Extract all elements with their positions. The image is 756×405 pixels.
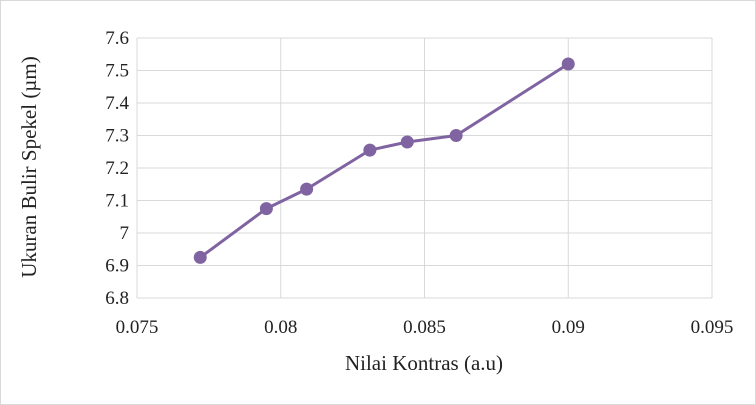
y-tick-label: 7 bbox=[120, 223, 130, 244]
data-point bbox=[363, 143, 377, 157]
data-point bbox=[561, 57, 575, 71]
data-point bbox=[193, 250, 207, 264]
gridlines bbox=[136, 37, 713, 299]
data-point bbox=[300, 182, 314, 196]
x-tick-label: 0.075 bbox=[116, 317, 159, 338]
series-line bbox=[199, 62, 570, 259]
x-tick-label: 0.085 bbox=[403, 317, 446, 338]
y-tick-label: 6.8 bbox=[105, 288, 129, 309]
x-tick-label: 0.09 bbox=[552, 317, 585, 338]
data-point bbox=[449, 129, 463, 142]
x-tick-label: 0.095 bbox=[691, 317, 734, 338]
data-series bbox=[193, 57, 575, 264]
data-point bbox=[400, 135, 414, 149]
x-tick-labels: 0.075 0.08 0.085 0.09 0.095 bbox=[116, 317, 734, 338]
y-tick-labels: 6.8 6.9 7 7.1 7.2 7.3 7.4 7.5 7.6 bbox=[105, 28, 129, 309]
y-tick-label: 7.3 bbox=[105, 126, 129, 147]
y-tick-label: 7.1 bbox=[105, 191, 129, 212]
x-axis-title: Nilai Kontras (a.u) bbox=[345, 351, 503, 375]
x-tick-label: 0.08 bbox=[264, 317, 297, 338]
y-axis-title: Ukuran Bulir Spekel (µm) bbox=[17, 56, 41, 277]
y-tick-label: 6.9 bbox=[105, 256, 129, 277]
y-tick-label: 7.4 bbox=[105, 93, 129, 114]
y-tick-label: 7.2 bbox=[105, 158, 129, 179]
data-point bbox=[259, 202, 273, 216]
y-tick-label: 7.5 bbox=[105, 61, 129, 82]
y-tick-label: 7.6 bbox=[105, 28, 129, 49]
